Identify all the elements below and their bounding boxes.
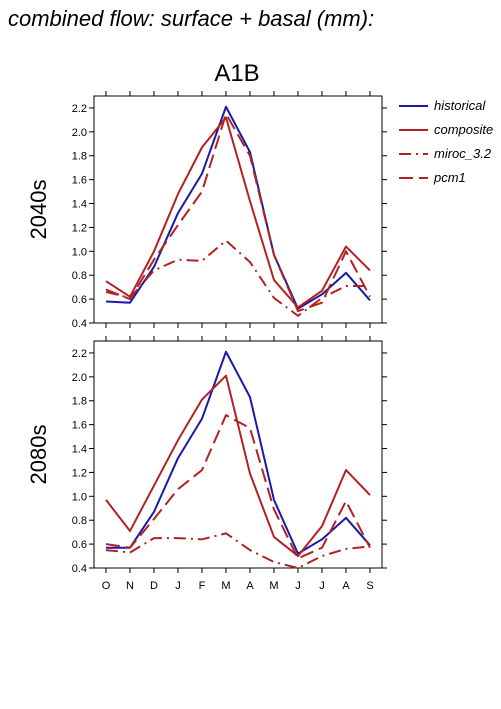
y-tick-label: 2.2: [72, 348, 87, 360]
x-tick-label: A: [246, 580, 254, 592]
plot-frame: [93, 95, 383, 324]
legend-item: historical: [399, 98, 486, 113]
y-tick-label: 1.8: [72, 396, 87, 408]
series-line-composite: [105, 374, 371, 558]
x-tick-label: S: [366, 580, 373, 592]
y-tick-label: 0.6: [72, 294, 87, 306]
series-line-pcm1: [105, 414, 371, 560]
page-title: combined flow: surface + basal (mm):: [8, 6, 375, 31]
y-tick-label: 2.2: [72, 103, 87, 115]
x-tick-label: F: [199, 580, 206, 592]
y-tick-label: 1.2: [72, 467, 87, 479]
y-tick-label: 0.4: [72, 563, 87, 575]
y-tick-label: 0.8: [72, 270, 87, 282]
x-tick-label: N: [126, 580, 134, 592]
panel-2040s: 0.4 0.6 0.8 1.0 1.2 1.4 1.6 1.8 2.0 2.2 2040s: [26, 91, 387, 330]
y-tick-label: 2.0: [72, 372, 87, 384]
y-tick-label: 1.0: [72, 491, 87, 503]
row-label: 2040s: [26, 180, 51, 240]
legend-label: composite: [434, 122, 493, 137]
y-tick-label: 1.2: [72, 222, 87, 234]
series-line-composite: [105, 116, 371, 309]
legend-label: historical: [434, 98, 486, 113]
legend-label: miroc_3.2: [434, 146, 492, 161]
y-tick-label: 0.6: [72, 539, 87, 551]
y-tick-label: 0.4: [72, 318, 87, 330]
x-tick-label: J: [295, 580, 301, 592]
legend-item: composite: [399, 122, 493, 137]
x-tick-label: M: [269, 580, 278, 592]
x-tick-label: O: [102, 580, 111, 592]
series-line-historical: [105, 105, 371, 310]
legend-item: miroc_3.2: [399, 146, 492, 161]
x-tick-label: J: [319, 580, 325, 592]
panel-2080s: 0.4 0.6 0.8 1.0 1.2 1.4 1.6 1.8 2.0 2.2 O N D J F M A M J J…: [26, 336, 387, 592]
series-line-miroc_3.2: [105, 532, 371, 569]
series-line-historical: [106, 350, 371, 555]
chart-title: A1B: [214, 60, 259, 87]
x-tick-label: A: [342, 580, 350, 592]
y-tick-label: 0.8: [72, 515, 87, 527]
y-tick-label: 1.0: [72, 246, 87, 258]
x-tick-label: M: [221, 580, 230, 592]
series-line-pcm1: [105, 112, 371, 313]
chart-legend: historical composite miroc_3.2 pcm1: [399, 98, 493, 185]
legend-item: pcm1: [399, 170, 466, 185]
legend-label: pcm1: [433, 170, 466, 185]
x-tick-label: D: [150, 580, 158, 592]
y-tick-label: 1.4: [72, 199, 87, 211]
y-tick-label: 2.0: [72, 127, 87, 139]
x-tick-label: J: [175, 580, 181, 592]
y-tick-label: 1.6: [72, 175, 87, 187]
plot-frame: [93, 340, 383, 569]
row-label: 2080s: [26, 425, 51, 485]
y-tick-label: 1.8: [72, 151, 87, 163]
chart-panels: 0.40.60.81.01.21.41.61.82.02.22040s0.40.…: [26, 91, 387, 592]
y-tick-label: 1.4: [72, 444, 87, 456]
y-tick-label: 1.6: [72, 420, 87, 432]
